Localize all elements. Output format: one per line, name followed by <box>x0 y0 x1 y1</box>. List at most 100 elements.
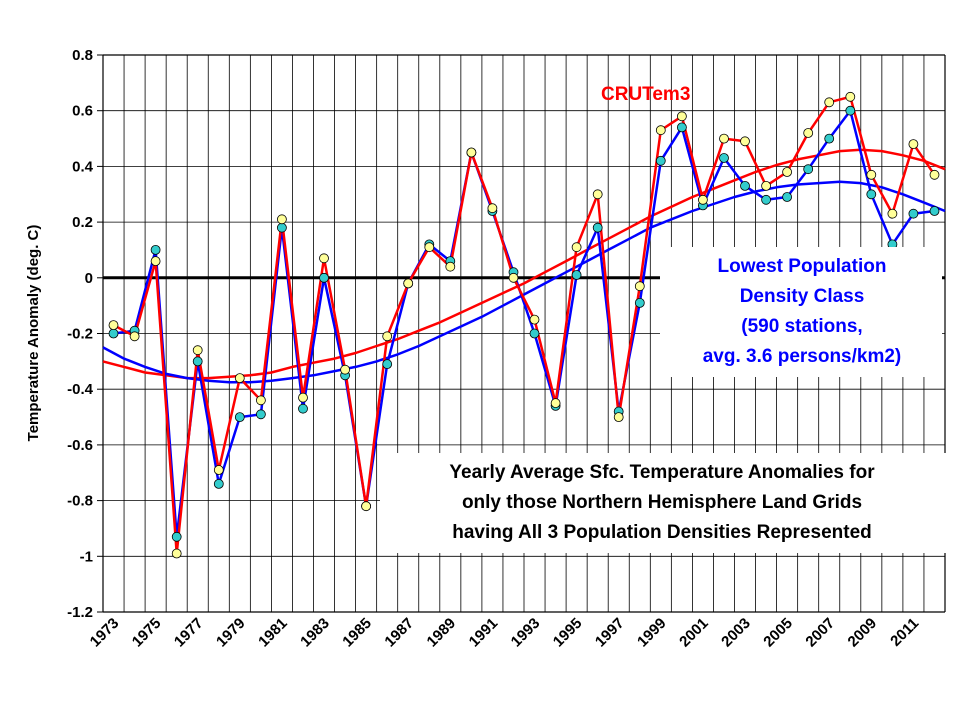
x-tick-label: 2003 <box>718 615 754 651</box>
low-density-line-4: avg. 3.6 persons/km2) <box>703 346 902 367</box>
series-1-point <box>613 412 624 423</box>
series-2-point <box>761 194 771 205</box>
series-1-point <box>761 180 771 191</box>
x-tick-label: 1981 <box>255 615 291 651</box>
x-tick-label: 1999 <box>634 615 670 651</box>
series-1-point <box>929 169 940 180</box>
y-tick-label: 0.4 <box>72 158 94 175</box>
y-tick-label: -0.2 <box>67 326 93 343</box>
series-1-point <box>782 167 792 177</box>
series-1-point <box>803 128 814 138</box>
x-tick-label: 2011 <box>887 615 922 650</box>
series-2-point <box>382 359 393 370</box>
series-1-point <box>845 91 856 102</box>
series-2-point <box>740 180 750 191</box>
series-2-point <box>866 189 877 200</box>
chart-title-line-3: having All 3 Population Densities Repres… <box>452 522 872 543</box>
series-1-point <box>213 465 224 475</box>
chart-title-line-2: only those Northern Hemisphere Land Grid… <box>462 492 862 513</box>
y-tick-labels: 0.8 0.6 0.4 0.2 0 -0.2 -0.4 -0.6 -0.8 -1 -1.2 <box>67 47 94 621</box>
series-1-point <box>866 169 877 180</box>
series-1-point <box>824 97 835 108</box>
series-2-point <box>213 478 224 489</box>
y-tick-label: -0.8 <box>67 493 93 510</box>
series-1-point <box>192 345 203 356</box>
series-1-point <box>255 395 266 406</box>
series-2-point <box>719 153 729 163</box>
chart-title-block: Yearly Average Sfc. Temperature Anomalie… <box>380 453 946 553</box>
series-1-point <box>529 314 540 325</box>
low-density-annotation: Lowest Population Density Class (590 sta… <box>660 247 942 377</box>
series-1-point <box>234 373 245 384</box>
series-2-point <box>592 222 603 233</box>
series-2-point <box>234 412 245 423</box>
chart-title-line-1: Yearly Average Sfc. Temperature Anomalie… <box>449 462 875 483</box>
series-1-point <box>445 261 456 272</box>
y-tick-label: 0.6 <box>72 103 93 120</box>
x-tick-label: 1975 <box>129 615 165 651</box>
series-1-point <box>361 501 372 512</box>
x-tick-label: 2007 <box>802 615 838 651</box>
series-1-point <box>403 278 414 289</box>
series-2-point <box>255 409 266 420</box>
y-tick-label: 0 <box>85 270 93 287</box>
series-2-point <box>845 105 856 116</box>
low-density-annotation-bg <box>660 247 942 377</box>
series-1-point <box>634 281 645 292</box>
x-tick-labels: 1973 1975 1977 1979 1981 1983 1985 1987 1989 1991… <box>87 615 923 651</box>
series-1-point <box>719 133 729 144</box>
x-tick-label: 1983 <box>297 615 333 651</box>
chart-title-bg <box>380 453 946 553</box>
series-1-point <box>382 331 393 342</box>
x-tick-label: 1995 <box>550 615 586 651</box>
x-tick-label: 1987 <box>381 615 417 651</box>
series-line-1 <box>112 95 936 555</box>
x-tick-label: 1977 <box>171 615 207 651</box>
series-1-point <box>466 147 477 158</box>
data-series <box>108 91 940 559</box>
series-1-point <box>908 139 919 150</box>
y-tick-label: 0.2 <box>72 214 93 231</box>
series-1-point <box>571 242 582 253</box>
low-density-line-3: (590 stations, <box>741 316 862 337</box>
series-2-point <box>929 206 940 216</box>
series-line-2 <box>113 109 935 539</box>
series-2-point <box>319 272 329 283</box>
series-1-point <box>340 364 351 375</box>
x-tick-label: 1979 <box>213 615 249 651</box>
low-density-line-1: Lowest Population <box>718 256 887 277</box>
series-1-point <box>319 253 329 264</box>
y-axis-label: Temperature Anomaly (deg. C) <box>25 225 42 442</box>
series-2-point <box>782 192 792 202</box>
series-1-point <box>592 189 603 200</box>
series-1-point <box>487 203 498 214</box>
series-2-point <box>677 122 687 133</box>
series-2-point <box>634 297 645 308</box>
y-tick-label: 0.8 <box>72 47 93 64</box>
x-tick-label: 1993 <box>508 615 544 651</box>
series-2-point <box>529 328 540 339</box>
series-1-point <box>887 208 898 219</box>
y-tick-label: -1 <box>80 548 93 565</box>
series-1-point <box>276 214 287 225</box>
x-tick-label: 2005 <box>760 615 796 651</box>
y-tick-label: -0.4 <box>67 381 94 398</box>
series-2-point <box>571 270 582 280</box>
series-1-point <box>655 125 666 136</box>
series-2-point <box>150 244 161 255</box>
x-tick-label: 2009 <box>845 615 881 651</box>
series-2-point <box>108 328 119 339</box>
series-2-point <box>655 155 666 166</box>
y-tick-label: -0.6 <box>67 437 93 454</box>
series-1-point <box>677 111 687 122</box>
series-2-point <box>276 222 287 233</box>
series-1-point <box>424 242 435 253</box>
crutem-label: CRUTem3 <box>601 84 690 105</box>
x-tick-label: 1991 <box>466 615 502 651</box>
series-1-point <box>108 320 119 331</box>
series-1-point <box>171 548 182 559</box>
series-1-point <box>698 194 708 205</box>
series-1-point <box>129 331 140 342</box>
series-2-point <box>192 356 203 367</box>
